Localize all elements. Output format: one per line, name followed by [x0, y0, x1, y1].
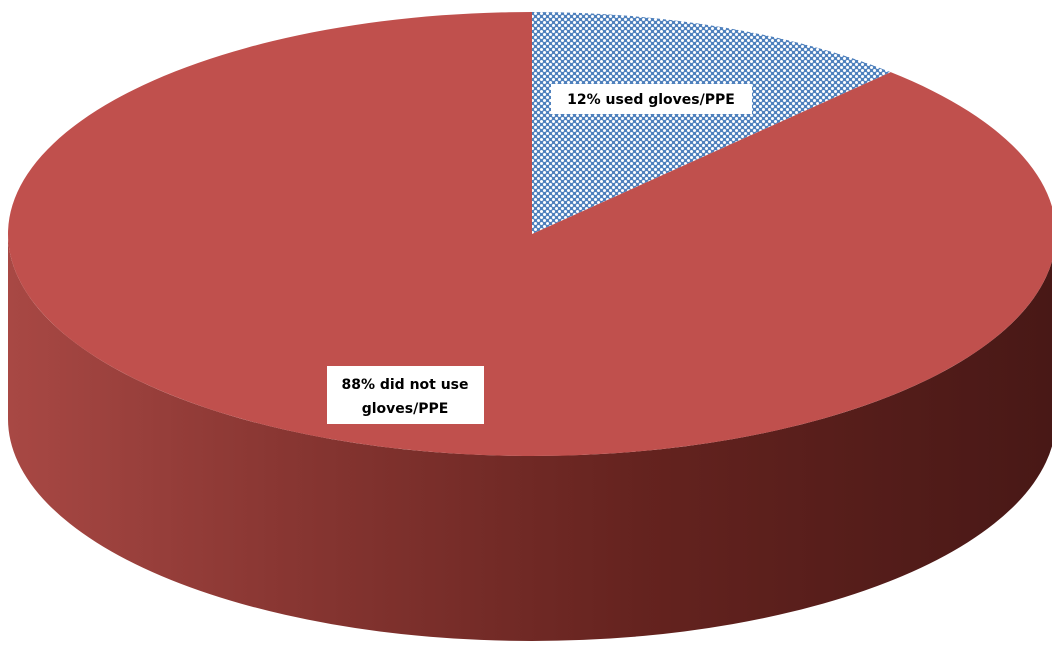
- pie-slice-not-used: [8, 12, 1052, 456]
- slice-label-not-used-line-2: gloves/PPE: [362, 401, 449, 417]
- slice-label-not-used-line-1: 88% did not use: [341, 377, 468, 393]
- slice-label-used-text: 12% used gloves/PPE: [567, 92, 735, 108]
- slice-label-not-used: 88% did not use gloves/PPE: [327, 366, 484, 424]
- slice-label-used: 12% used gloves/PPE: [551, 84, 752, 114]
